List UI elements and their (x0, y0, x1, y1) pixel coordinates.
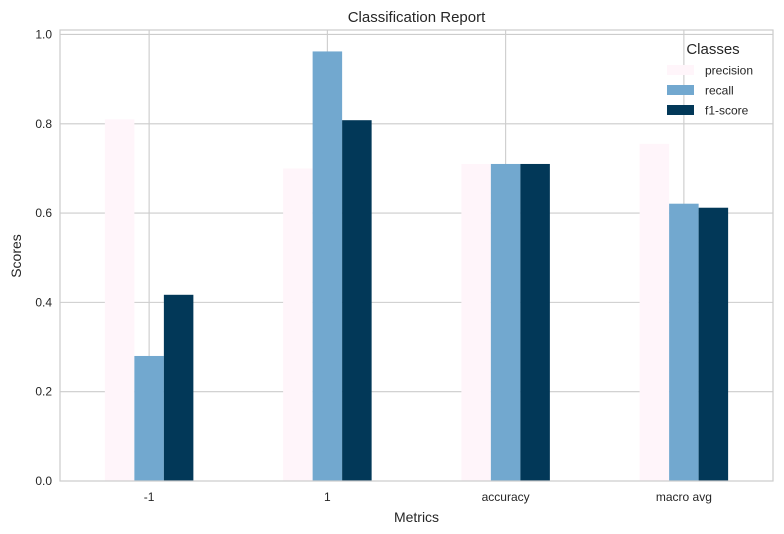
y-tick-label: 0.0 (35, 474, 52, 488)
bar-recall-accuracy (490, 163, 521, 482)
bar-f1-score-accuracy (520, 163, 550, 482)
y-tick-label: 1.0 (35, 27, 52, 41)
y-tick-label: 0.8 (35, 117, 52, 131)
plot-frame (59, 29, 774, 482)
bar-recall-1 (312, 51, 343, 482)
x-tick-label: -1 (144, 490, 155, 504)
bar-recall-macro avg (669, 203, 699, 482)
bar-precision-1 (283, 168, 313, 482)
bar-f1-score-macro avg (698, 207, 729, 481)
y-tick-label: 0.2 (35, 385, 52, 399)
legend-swatch-precision (667, 65, 694, 75)
x-axis-title: Metrics (394, 509, 439, 525)
y-tick-label: 0.6 (35, 206, 52, 220)
bar-recall--1 (134, 355, 164, 481)
legend-label-precision: precision (705, 64, 753, 78)
legend-title: Classes (686, 41, 739, 58)
x-tick-label: accuracy (482, 490, 530, 504)
x-tick-label: 1 (324, 490, 331, 504)
bars-layer (104, 51, 729, 482)
bar-precision-accuracy (461, 163, 491, 482)
ticks-layer: 0.0 0.2 0.4 0.6 0.8 1.0 -1 1 accuracy macro avg (35, 27, 712, 504)
bar-f1-score--1 (163, 294, 194, 481)
bar-f1-score-1 (342, 120, 372, 481)
y-tick-label: 0.4 (35, 295, 52, 309)
legend: Classes precision recall f1-score (667, 41, 753, 118)
legend-swatch-recall (667, 85, 694, 95)
chart-title: Classification Report (348, 9, 486, 26)
x-tick-label: macro avg (656, 490, 712, 504)
legend-label-recall: recall (705, 84, 734, 98)
legend-swatch-f1-score (667, 105, 694, 115)
bar-precision--1 (104, 119, 135, 481)
bar-precision-macro avg (639, 143, 670, 481)
legend-label-f1-score: f1-score (705, 104, 749, 118)
y-axis-title: Scores (8, 234, 24, 278)
